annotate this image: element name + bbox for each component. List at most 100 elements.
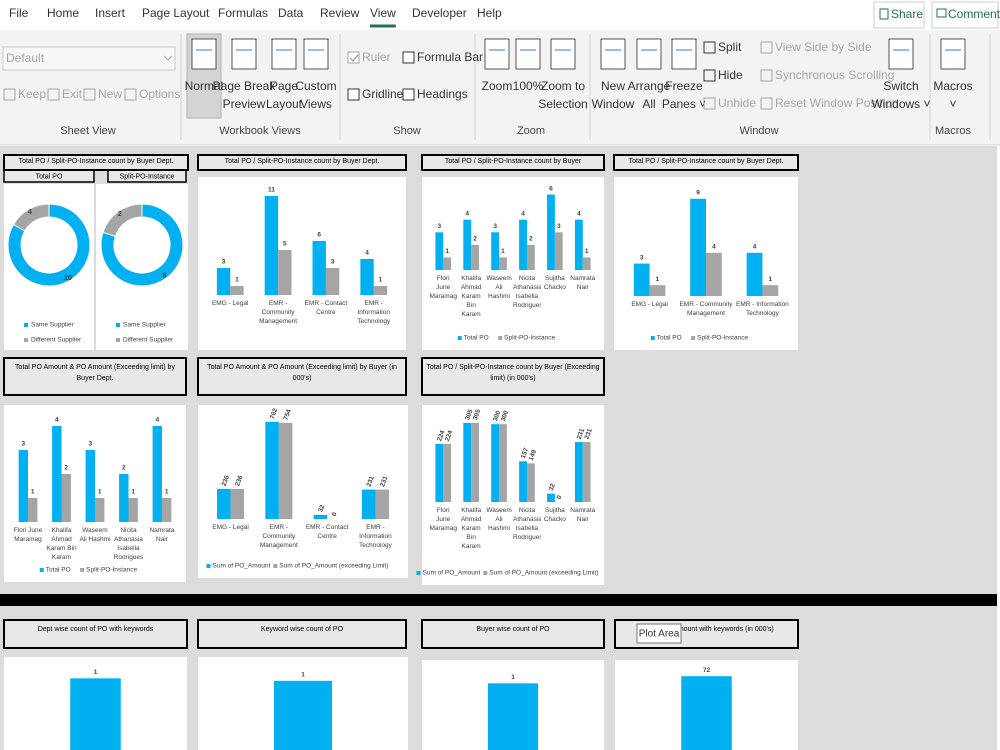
ribbon-tab[interactable]: Page Layout xyxy=(142,6,210,20)
checkbox[interactable] xyxy=(402,51,415,64)
donut-data-label: 8 xyxy=(162,273,166,280)
category-label: Nicita Athanasia Isabella Rodrigues xyxy=(113,527,144,561)
button-icon[interactable] xyxy=(703,97,716,110)
ribbon-button-label[interactable]: Selection xyxy=(538,97,587,111)
button-icon[interactable] xyxy=(550,38,576,70)
category-label: Flori June Maramag xyxy=(429,507,457,532)
category-label: Namrata Nair xyxy=(570,275,596,291)
ribbon-button-label[interactable]: Macros xyxy=(933,79,972,93)
button-icon[interactable] xyxy=(760,41,773,54)
ribbon-tab[interactable]: Formulas xyxy=(218,6,268,20)
category-label: EMG - Legal xyxy=(631,301,668,308)
ribbon-button-label[interactable]: Layout xyxy=(266,97,303,111)
button-icon[interactable] xyxy=(124,88,137,101)
checkbox[interactable] xyxy=(347,51,360,64)
button-icon[interactable] xyxy=(600,38,626,70)
ribbon-button-label[interactable]: Windows ˅ xyxy=(871,97,930,111)
bar-data-label: 0 xyxy=(556,494,564,500)
button-icon[interactable] xyxy=(760,97,773,110)
legend-label: Sum of PO_Amount (exceeding Limit) xyxy=(489,570,598,577)
comments-button[interactable] xyxy=(931,1,999,29)
checkbox[interactable] xyxy=(347,88,360,101)
ribbon-button-label: Ruler xyxy=(362,50,391,64)
ribbon-tab[interactable]: Review xyxy=(320,6,360,20)
button-icon[interactable] xyxy=(760,69,773,82)
button-icon[interactable] xyxy=(703,41,716,54)
chart-title-frame: Total PO / Split-PO-Instance count by Bu… xyxy=(19,158,174,165)
ribbon-button-label[interactable]: 100% xyxy=(513,79,544,93)
ribbon-button-label[interactable]: Headings xyxy=(417,87,468,101)
share-button[interactable] xyxy=(873,1,925,29)
ribbon-button-label[interactable]: ˅ xyxy=(949,97,956,111)
button-icon[interactable] xyxy=(888,38,914,70)
bar xyxy=(690,198,706,296)
ribbon-button-label[interactable]: Preview xyxy=(223,97,266,111)
bar-data-label: 157 xyxy=(520,447,530,460)
ribbon-tab[interactable]: Developer xyxy=(412,6,467,20)
ribbon-button-label[interactable]: Freeze xyxy=(665,79,703,93)
ribbon-button-label[interactable]: Page Break xyxy=(213,79,277,93)
button-icon[interactable] xyxy=(191,38,217,70)
button-icon[interactable] xyxy=(671,38,697,70)
category-label: EMR - Community Management xyxy=(259,524,298,549)
ribbon-button-label[interactable]: Zoom xyxy=(482,79,513,93)
ribbon-tab[interactable]: Home xyxy=(47,6,79,20)
button-icon[interactable] xyxy=(3,88,16,101)
ribbon-button-label[interactable]: Switch xyxy=(883,79,918,93)
category-label: Khalifa Ahmad Karam Bin Karam xyxy=(460,507,482,550)
ribbon-button-label[interactable]: Window xyxy=(592,97,635,111)
bar xyxy=(547,194,555,270)
button-icon[interactable] xyxy=(940,38,966,70)
ribbon-tab[interactable]: File xyxy=(9,6,29,20)
ribbon-button-label[interactable]: Views xyxy=(300,97,332,111)
ribbon-button-label: Unhide xyxy=(718,96,756,110)
button-icon[interactable] xyxy=(47,88,60,101)
button-icon[interactable] xyxy=(231,38,257,70)
view-dropdown[interactable] xyxy=(2,46,176,71)
bar-data-label: 2 xyxy=(122,465,126,472)
button-icon[interactable] xyxy=(271,38,297,70)
bar xyxy=(746,252,763,296)
ribbon-tab[interactable]: View xyxy=(370,6,396,20)
ribbon-tab[interactable]: Help xyxy=(477,6,502,20)
legend-label: Split-PO-Instance xyxy=(697,335,748,342)
ribbon-button-label[interactable]: Hide xyxy=(718,68,743,82)
category-label-frame: Khalifa Ahmad Karam Bin Karam xyxy=(460,507,482,550)
ribbon-tab[interactable]: Data xyxy=(278,6,304,20)
button-icon[interactable] xyxy=(703,69,716,82)
chart-title-box xyxy=(197,154,407,171)
bar-data-label: 4 xyxy=(521,210,525,217)
ribbon-button-label[interactable]: Panes ˅ xyxy=(662,97,706,111)
ribbon-button-label[interactable]: Gridlines xyxy=(362,87,409,101)
bar xyxy=(360,259,374,295)
ribbon-button-label[interactable]: New xyxy=(601,79,625,93)
ribbon-button-label[interactable]: Formula Bar xyxy=(417,50,483,64)
bar-data-label: 236 xyxy=(221,474,231,487)
checkbox[interactable] xyxy=(402,88,415,101)
chart-title-box xyxy=(3,154,189,171)
legend-marker xyxy=(24,323,28,327)
bar-data-label: 2 xyxy=(64,465,68,472)
button-icon[interactable] xyxy=(484,38,510,70)
category-label-frame: EMG - Legal xyxy=(212,300,249,307)
ribbon-tab[interactable]: Insert xyxy=(95,6,126,20)
category-label: EMR - Information Technology xyxy=(357,300,391,325)
legend-label: Same Supplier xyxy=(123,322,166,329)
ribbon-button-label[interactable]: Split xyxy=(718,40,742,54)
button-icon[interactable] xyxy=(515,38,541,70)
ribbon-button-label[interactable]: Zoom to xyxy=(541,79,585,93)
ribbon-button-label[interactable]: Normal xyxy=(185,79,224,93)
donut-subtitle: Split-PO-Instance xyxy=(120,173,175,180)
chart-panel xyxy=(422,405,604,585)
ribbon-button-label[interactable]: Arrange xyxy=(628,79,671,93)
ribbon-button-label[interactable]: All xyxy=(642,97,655,111)
button-icon[interactable] xyxy=(303,38,329,70)
bar xyxy=(526,463,535,502)
ribbon-button-label[interactable]: Page xyxy=(270,79,298,93)
share-label: Share xyxy=(891,7,923,21)
ribbon-button-label[interactable]: Custom xyxy=(295,79,336,93)
category-label: EMR - Contact Centre xyxy=(305,524,349,540)
bar xyxy=(278,422,293,519)
button-icon[interactable] xyxy=(636,38,662,70)
button-icon[interactable] xyxy=(83,88,96,101)
